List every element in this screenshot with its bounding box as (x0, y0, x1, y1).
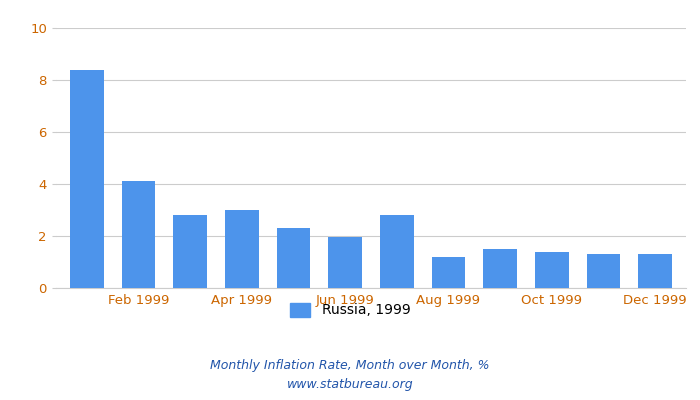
Bar (174, 215, 207, 288)
Bar (122, 181, 155, 288)
Bar (638, 254, 672, 288)
Bar (328, 237, 362, 288)
Bar (380, 215, 414, 288)
Bar (276, 228, 310, 288)
Bar (587, 254, 620, 288)
Bar (535, 252, 568, 288)
Text: Monthly Inflation Rate, Month over Month, %: Monthly Inflation Rate, Month over Month… (210, 360, 490, 372)
Legend: Russia, 1999: Russia, 1999 (284, 297, 416, 323)
Bar (432, 257, 466, 288)
Bar (225, 210, 259, 288)
Bar (483, 249, 517, 288)
Text: www.statbureau.org: www.statbureau.org (287, 378, 413, 391)
Bar (70, 70, 104, 288)
